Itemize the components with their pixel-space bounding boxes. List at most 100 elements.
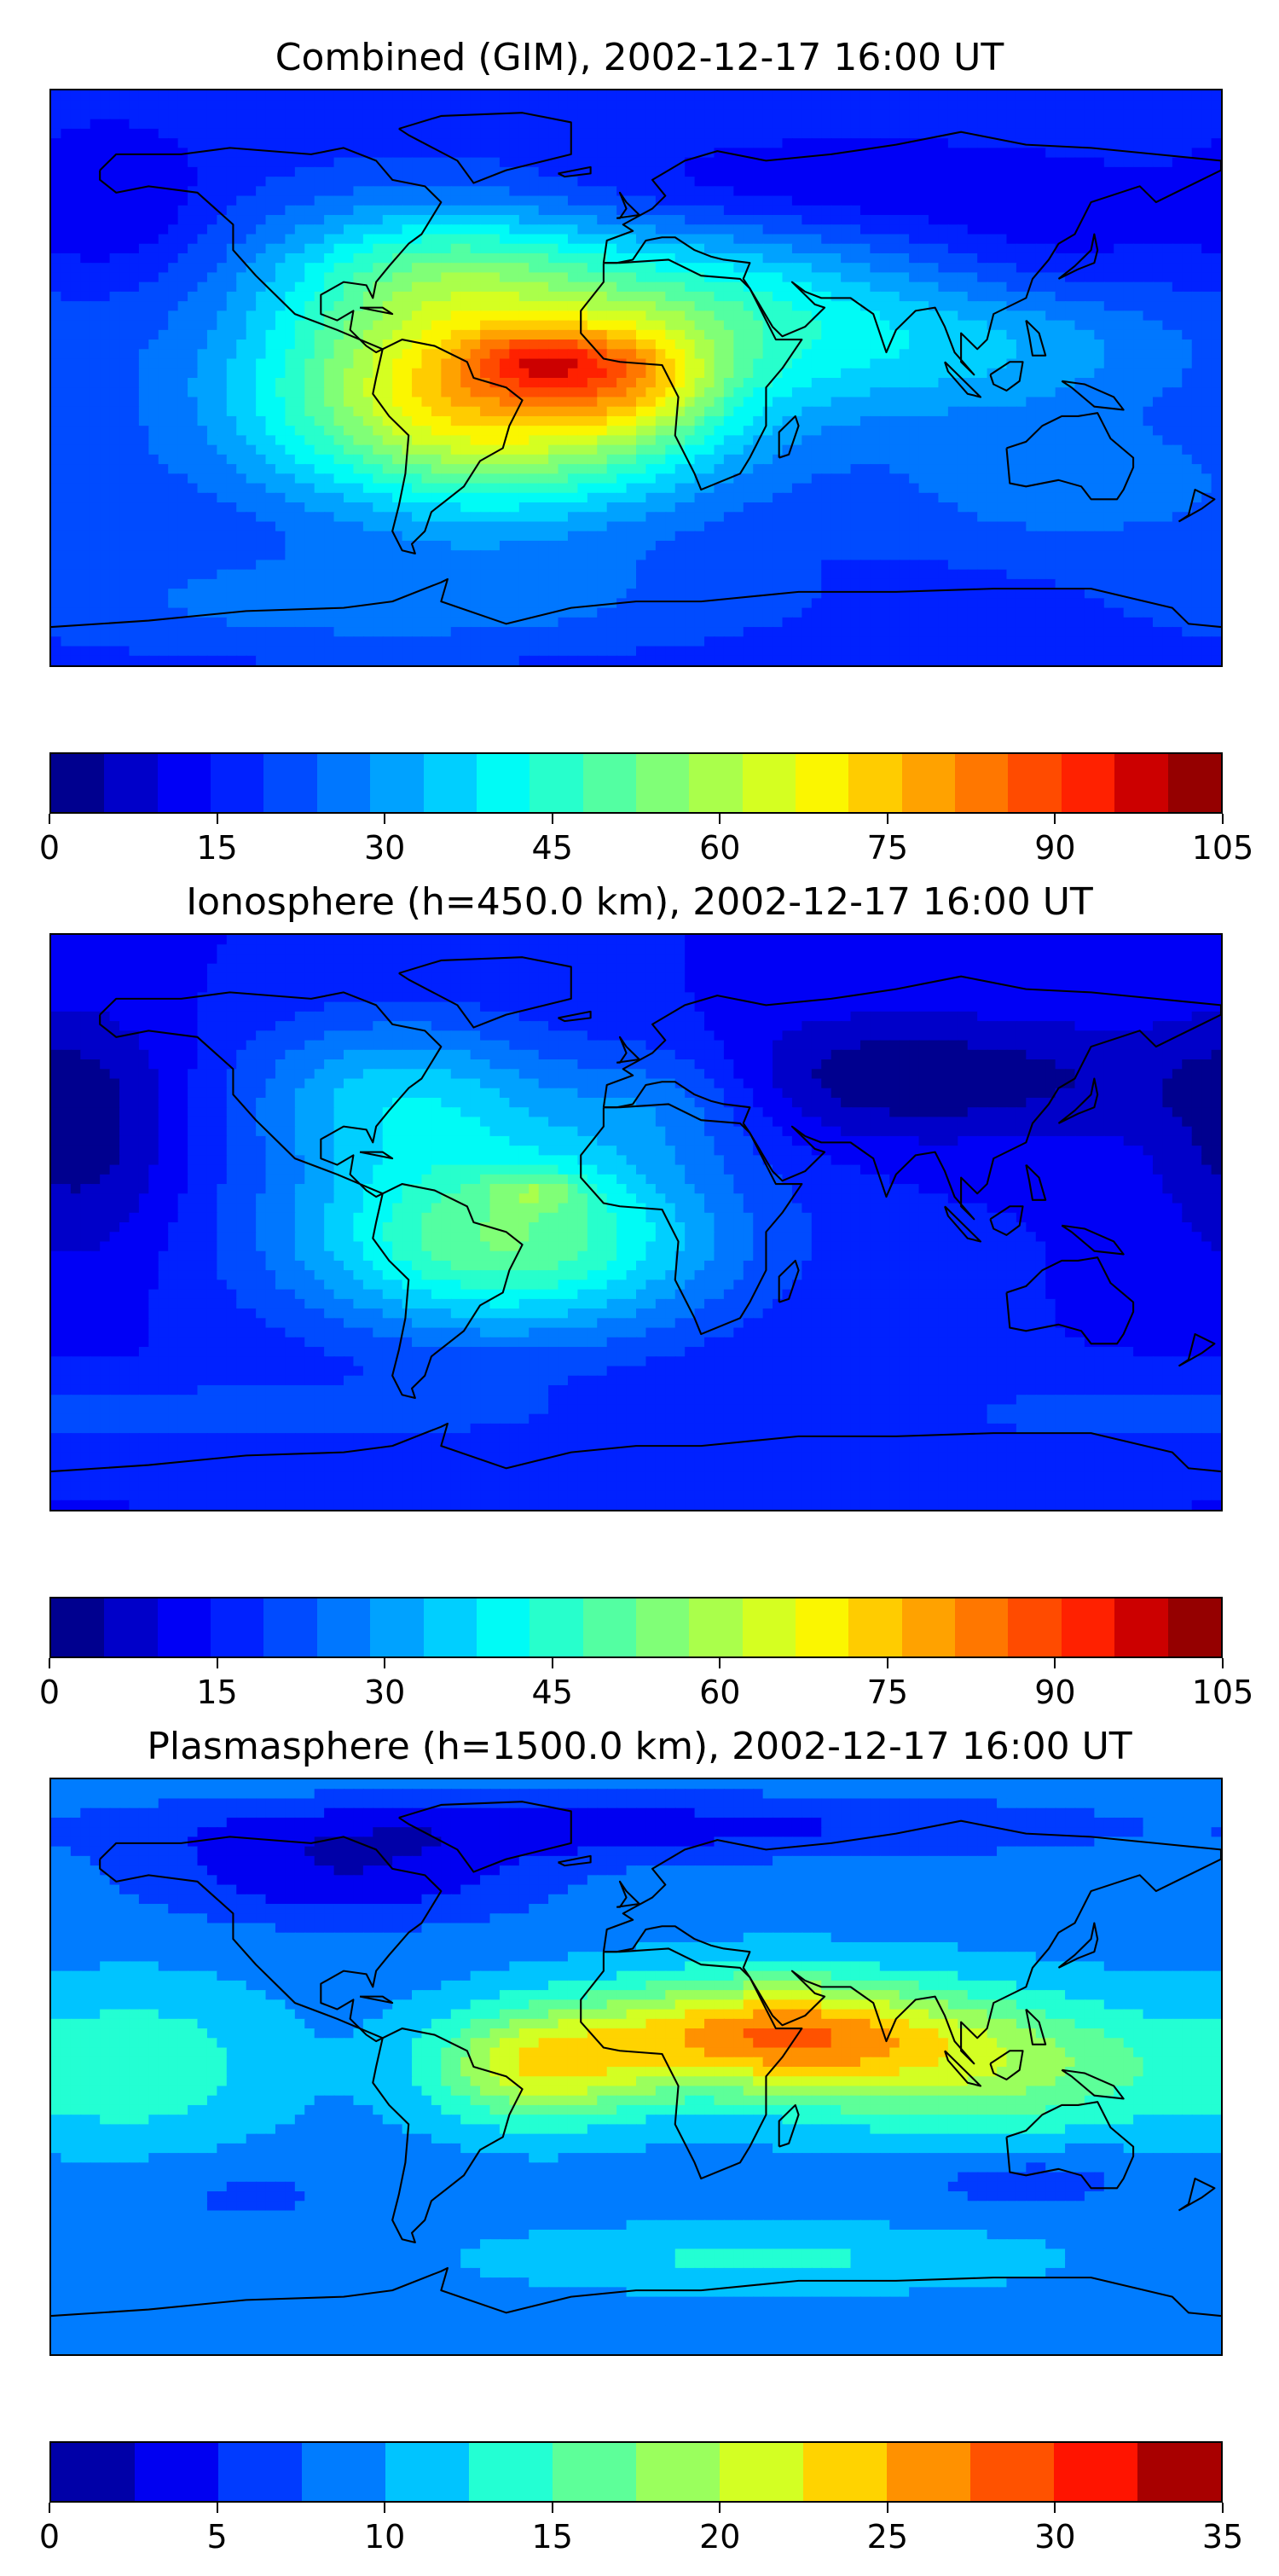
coastline — [51, 2266, 1221, 2318]
colorbar-segment — [423, 754, 477, 812]
colorbar — [49, 752, 1223, 814]
coastline — [580, 1103, 803, 1336]
coastline — [989, 1205, 1024, 1237]
colorbar-segment — [104, 754, 158, 812]
colorbar-segment — [1167, 754, 1221, 812]
coastline — [558, 1854, 592, 1867]
colorbar-segment — [211, 754, 264, 812]
colorbar-tick — [1222, 2503, 1224, 2513]
panel-title: Plasmasphere (h=1500.0 km), 2002-12-17 1… — [0, 1723, 1279, 1771]
colorbar-tick-label: 105 — [1192, 829, 1254, 867]
coastline — [99, 1836, 443, 2043]
coastline — [989, 361, 1024, 392]
colorbar-segment — [1114, 1598, 1168, 1656]
colorbar-tick-label: 90 — [1034, 1674, 1075, 1711]
coastline — [558, 165, 592, 178]
coastline — [778, 2103, 800, 2148]
colorbar-segment — [211, 1598, 264, 1656]
colorbar-segment — [970, 2443, 1054, 2501]
colorbar-segment — [887, 2443, 970, 2501]
colorbar-segment — [848, 1598, 902, 1656]
colorbar-tick — [49, 814, 50, 824]
colorbar-segment — [385, 2443, 469, 2501]
colorbar-tick-label: 25 — [867, 2518, 908, 2556]
colorbar-segment — [51, 754, 105, 812]
colorbar-tick-label: 60 — [699, 829, 740, 867]
coastline — [1057, 233, 1099, 280]
colorbar-segment — [1137, 2443, 1221, 2501]
coastline — [398, 1801, 572, 1873]
colorbar-tick-label: 35 — [1202, 2518, 1243, 2556]
coastline — [398, 956, 572, 1029]
contour-map — [51, 1779, 1221, 2354]
colorbar-ticks: 0 5 10 15 20 25 30 35 — [39, 2503, 1243, 2556]
coastline — [616, 1036, 640, 1064]
coastline — [359, 306, 394, 316]
coastline — [1061, 380, 1125, 411]
field-cells — [51, 1779, 1221, 2354]
colorbar-tick — [719, 2503, 721, 2513]
colorbar-segment — [530, 1598, 583, 1656]
coastline — [1005, 2101, 1135, 2190]
coastline — [99, 991, 443, 1198]
colorbar-segment — [689, 754, 743, 812]
coastline — [1178, 489, 1216, 523]
colorbar-tick — [1054, 1658, 1056, 1668]
colorbar-tick — [1054, 2503, 1056, 2513]
colorbar-tick-label: 75 — [867, 1674, 908, 1711]
colorbar-ticks: 0 15 30 45 60 75 90 105 — [39, 814, 1253, 867]
colorbar-segment — [370, 1598, 424, 1656]
colorbar-tick-label: 15 — [196, 829, 237, 867]
colorbar-segment — [423, 1598, 477, 1656]
colorbar-segment — [316, 1598, 371, 1656]
colorbar-tick — [886, 814, 888, 824]
colorbar-tick — [216, 814, 218, 824]
coastline — [944, 1205, 982, 1243]
colorbar-segment — [104, 1598, 158, 1656]
colorbar-tick-label: 10 — [364, 2518, 405, 2556]
colorbar-tick — [384, 1658, 386, 1668]
coastline — [580, 1947, 803, 2180]
colorbar-tick — [384, 814, 386, 824]
colorbar-tick — [551, 814, 553, 824]
colorbar-segment — [1167, 1598, 1221, 1656]
colorbar-tick — [1222, 1658, 1224, 1668]
coastline — [99, 147, 443, 354]
colorbar — [49, 2441, 1223, 2503]
colorbar-segment — [720, 2443, 803, 2501]
colorbar-segment — [582, 1598, 636, 1656]
colorbar-tick — [1222, 814, 1224, 824]
coastline — [602, 1819, 1221, 2065]
colorbar-tick-label: 60 — [699, 1674, 740, 1711]
coastline — [359, 1151, 394, 1160]
colorbar-segment — [955, 754, 1009, 812]
coastline — [1057, 1077, 1099, 1124]
colorbar-segment — [582, 754, 636, 812]
coastline — [602, 131, 1221, 376]
colorbar-tick — [1054, 814, 1056, 824]
coastline — [944, 361, 982, 398]
colorbar-tick-label: 105 — [1192, 1674, 1254, 1711]
map-plasmasphere — [49, 1778, 1223, 2356]
colorbar-segment — [1054, 2443, 1137, 2501]
coastline — [1178, 1333, 1216, 1367]
coastline — [989, 2050, 1024, 2081]
colorbar-ticks: 0 15 30 45 60 75 90 105 — [39, 1658, 1253, 1711]
field-cells — [51, 90, 1221, 665]
colorbar-segment — [1008, 1598, 1062, 1656]
colorbar-tick — [551, 2503, 553, 2513]
coastline — [616, 191, 640, 219]
colorbar-segment — [742, 1598, 796, 1656]
panel-title: Combined (GIM), 2002-12-17 16:00 UT — [0, 34, 1279, 82]
colorbar-tick-label: 90 — [1034, 829, 1075, 867]
colorbar-segment — [157, 1598, 211, 1656]
colorbar-segment — [469, 2443, 553, 2501]
coastline — [616, 1880, 640, 1908]
coastline — [558, 1010, 592, 1023]
coastline — [51, 577, 1221, 629]
colorbar-segment — [1061, 1598, 1115, 1656]
coastline — [1025, 2008, 1047, 2045]
colorbar-tick — [49, 2503, 50, 2513]
coastline — [1025, 319, 1047, 357]
colorbar-tick-label: 0 — [39, 829, 60, 867]
